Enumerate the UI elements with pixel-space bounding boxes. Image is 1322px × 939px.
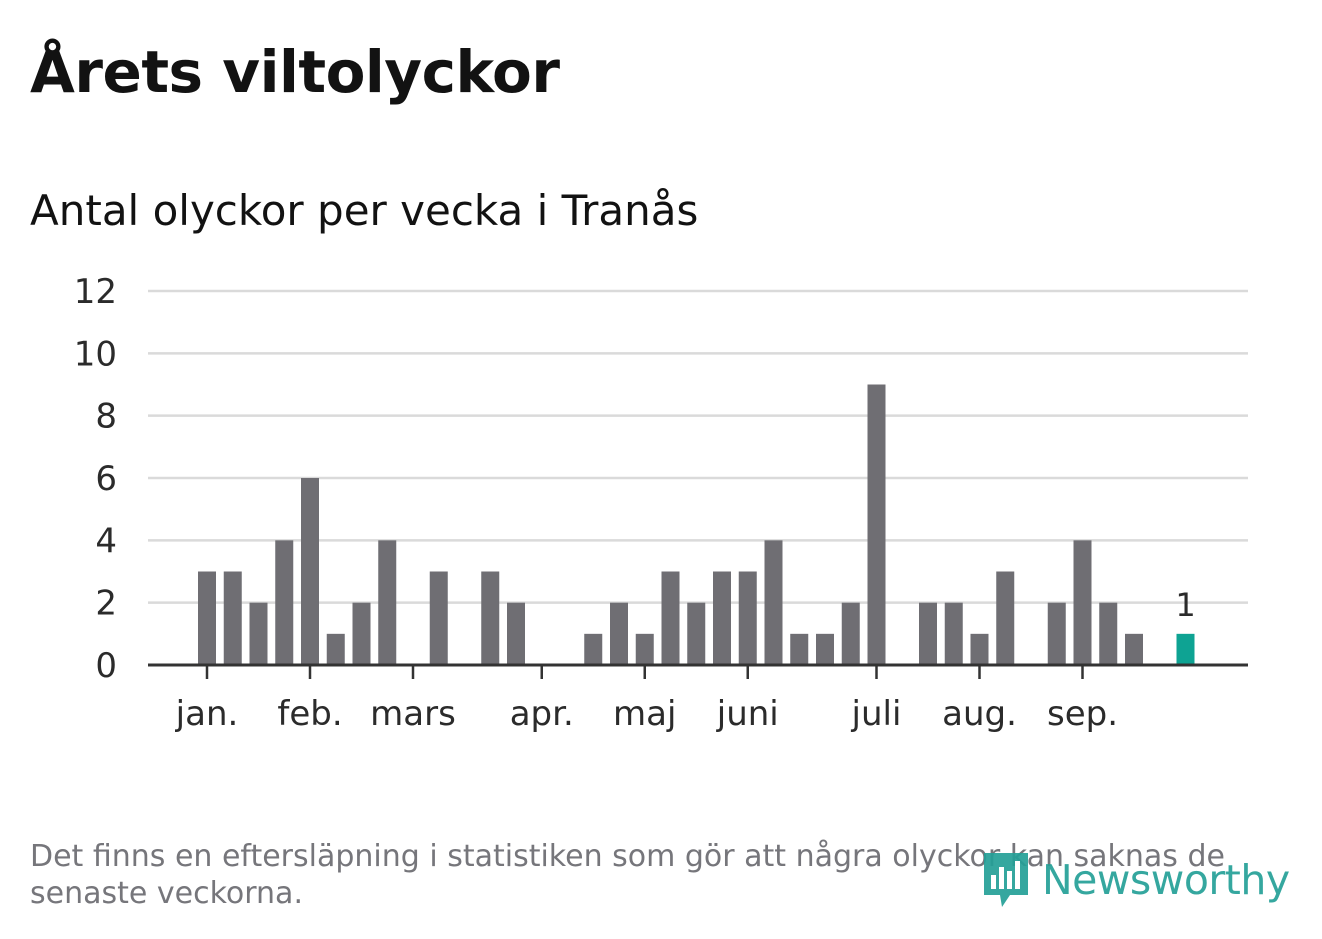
- bar: [816, 633, 834, 665]
- bar: [584, 633, 603, 665]
- bar: [1125, 633, 1143, 665]
- chart-title: Årets viltolyckor: [30, 38, 560, 106]
- bar: [1073, 540, 1092, 665]
- bar: [738, 571, 757, 665]
- y-tick-label: 2: [95, 584, 117, 624]
- chart-subtitle: Antal olyckor per vecka i Tranås: [30, 186, 699, 235]
- x-tick-label: juli: [851, 694, 902, 734]
- bar: [919, 602, 937, 665]
- x-tick-label: aug.: [942, 694, 1017, 734]
- bar: [198, 571, 216, 665]
- bar: [635, 633, 654, 665]
- bar: [1099, 602, 1118, 665]
- y-tick-label: 4: [95, 521, 117, 561]
- bar: [249, 602, 268, 665]
- bar: [867, 384, 886, 665]
- data-labels: 1: [1175, 586, 1195, 624]
- y-tick-label: 0: [95, 646, 117, 686]
- x-tick-label: jan.: [175, 694, 239, 734]
- y-tick-label: 12: [74, 272, 117, 312]
- newsworthy-logo-icon: [984, 853, 1028, 907]
- x-tick-label: juni: [716, 694, 779, 734]
- bar: [507, 602, 525, 665]
- data-label: 1: [1175, 586, 1195, 624]
- bar: [378, 540, 397, 665]
- bar: [661, 571, 680, 665]
- bar: [429, 571, 448, 665]
- x-tick-label: mars: [370, 694, 456, 734]
- bar: [970, 633, 989, 665]
- bars: [198, 384, 1195, 665]
- gridlines: [148, 289, 1248, 604]
- bar: [326, 633, 345, 665]
- bar: [713, 571, 731, 665]
- bar: [610, 602, 628, 665]
- bar: [223, 571, 242, 665]
- bar: [687, 602, 706, 665]
- bar: [352, 602, 371, 665]
- x-tick-label: feb.: [277, 694, 342, 734]
- y-axis-ticks: 0 2 4 6 8 10 12: [74, 272, 117, 686]
- y-tick-label: 6: [95, 459, 117, 499]
- bar: [996, 571, 1015, 665]
- x-axis-ticks: jan. feb. mars apr. maj juni juli aug. sep.: [175, 665, 1118, 734]
- bar: [481, 571, 500, 665]
- bar: [790, 633, 809, 665]
- bar: [764, 540, 783, 665]
- y-tick-label: 8: [95, 397, 117, 437]
- y-tick-label: 10: [74, 334, 117, 374]
- bar: [841, 602, 860, 665]
- bar: [301, 478, 319, 665]
- bar-chart: 0 2 4 6 8 10 12 jan. feb. mars apr. maj juni juli aug…: [74, 272, 1248, 734]
- bar: [1047, 602, 1066, 665]
- x-tick-label: sep.: [1047, 694, 1118, 734]
- bar: [275, 540, 294, 665]
- newsworthy-logo-text: Newsworthy: [1042, 856, 1290, 904]
- x-tick-label: maj: [613, 694, 676, 734]
- bar-highlight: [1176, 633, 1195, 665]
- newsworthy-logo: Newsworthy: [980, 848, 1290, 912]
- bar: [944, 602, 963, 665]
- x-tick-label: apr.: [510, 694, 574, 734]
